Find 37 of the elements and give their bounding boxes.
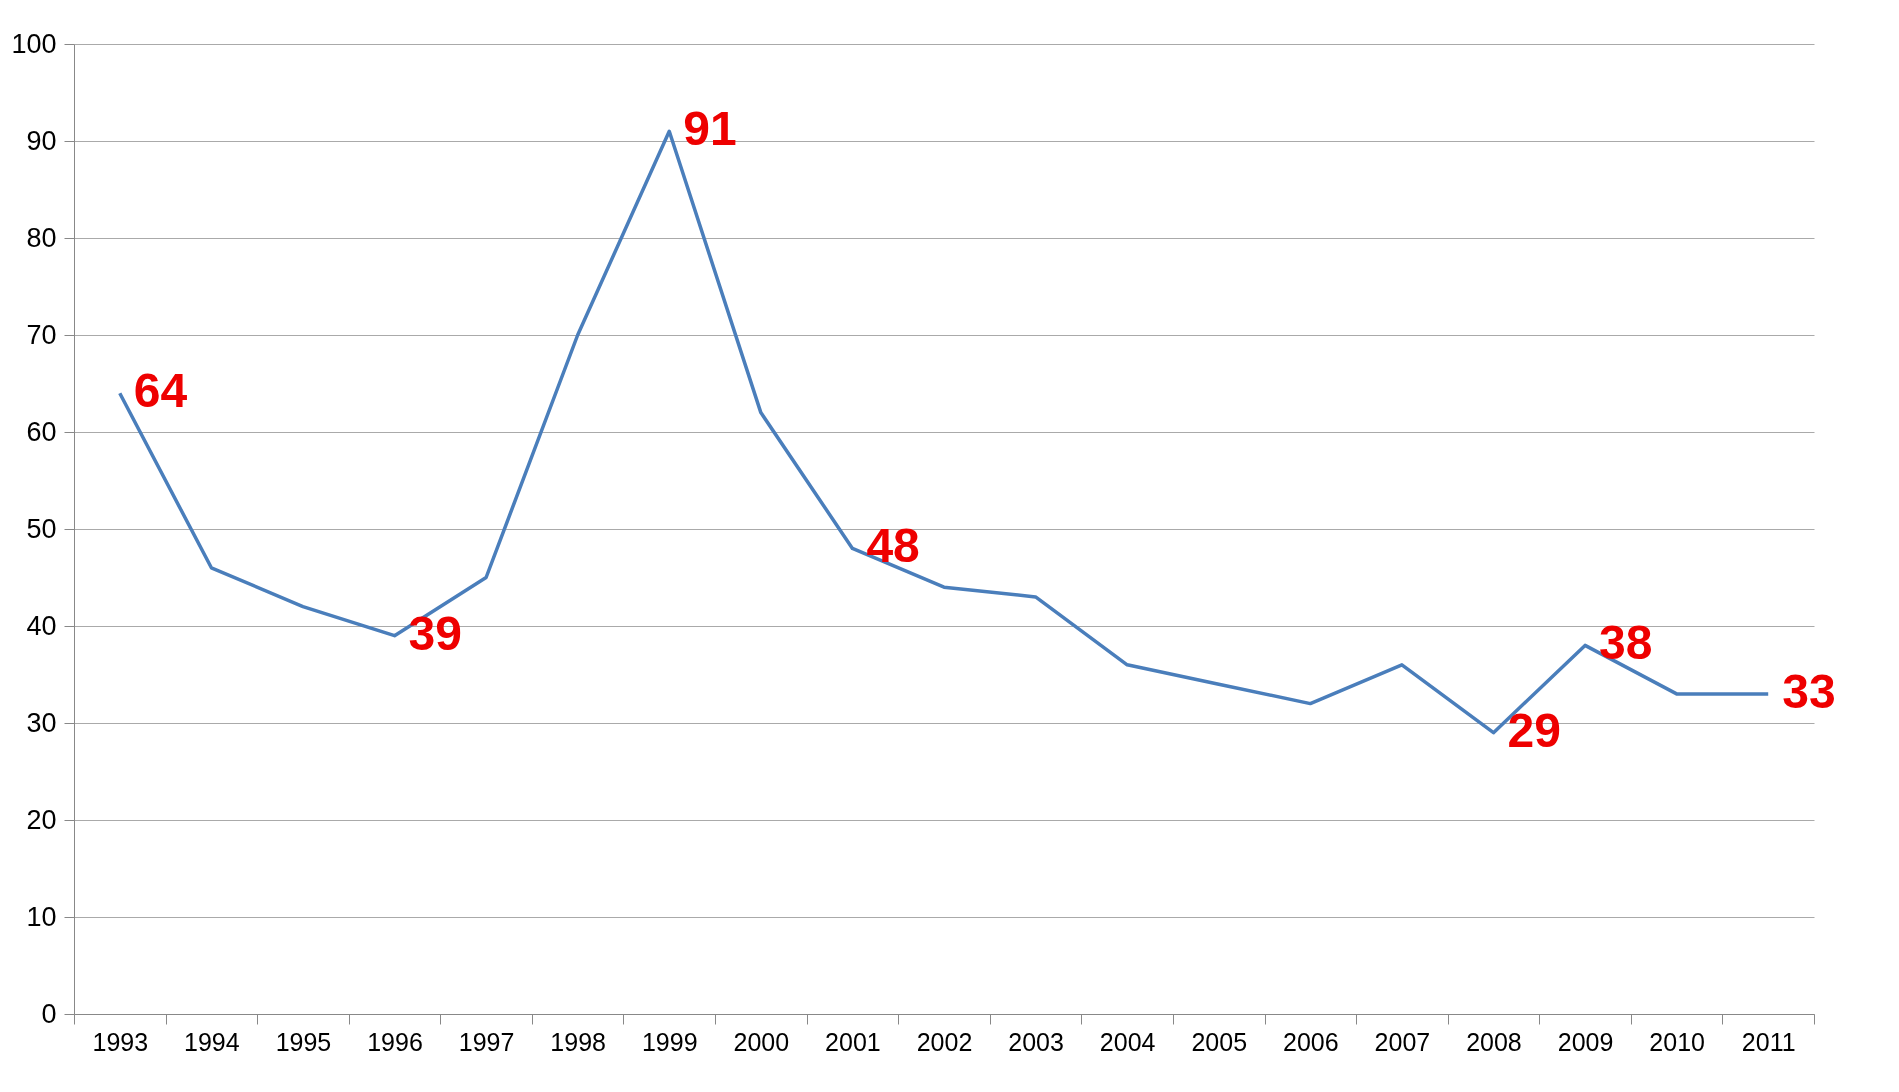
data-label: 29: [1507, 703, 1561, 757]
y-tick-label: 20: [26, 804, 57, 835]
y-tick-label: 40: [26, 610, 57, 641]
x-tick-label: 1998: [550, 1027, 606, 1056]
x-tick-label: 2002: [916, 1027, 973, 1056]
y-tick-label: 90: [26, 125, 57, 156]
y-tick-label: 0: [41, 998, 57, 1029]
y-tick-label: 50: [26, 513, 57, 544]
y-tick-label: 30: [26, 707, 57, 738]
x-tick-label: 1995: [275, 1027, 332, 1056]
data-label: 64: [133, 364, 188, 418]
x-tick-label: 1997: [458, 1027, 515, 1056]
x-tick-label: 2011: [1741, 1027, 1796, 1056]
x-tick-label: 2003: [1008, 1027, 1064, 1056]
data-label: 38: [1599, 616, 1653, 670]
data-label: 39: [408, 606, 462, 660]
x-tick-label: 2007: [1374, 1027, 1431, 1056]
x-tick-label: 2004: [1099, 1027, 1156, 1056]
x-tick-label: 2001: [825, 1027, 881, 1056]
x-tick-label: 2009: [1557, 1027, 1614, 1056]
y-tick-label: 100: [11, 28, 57, 59]
y-tick-label: 80: [26, 222, 57, 253]
x-tick-label: 2000: [733, 1027, 790, 1056]
y-tick-label: 60: [26, 416, 57, 447]
x-tick-label: 1993: [92, 1027, 149, 1056]
x-tick-label: 2010: [1649, 1027, 1705, 1056]
y-tick-label: 10: [26, 901, 57, 932]
y-tick-label: 70: [26, 319, 57, 350]
data-label: 91: [683, 102, 737, 156]
data-label: 33: [1782, 664, 1836, 718]
x-tick-label: 1996: [367, 1027, 423, 1056]
x-tick-label: 2005: [1191, 1027, 1248, 1056]
x-tick-label: 1999: [641, 1027, 698, 1056]
x-tick-label: 2006: [1283, 1027, 1339, 1056]
data-label: 48: [866, 519, 920, 573]
x-tick-label: 2008: [1466, 1027, 1522, 1056]
x-tick-label: 1994: [184, 1027, 240, 1056]
